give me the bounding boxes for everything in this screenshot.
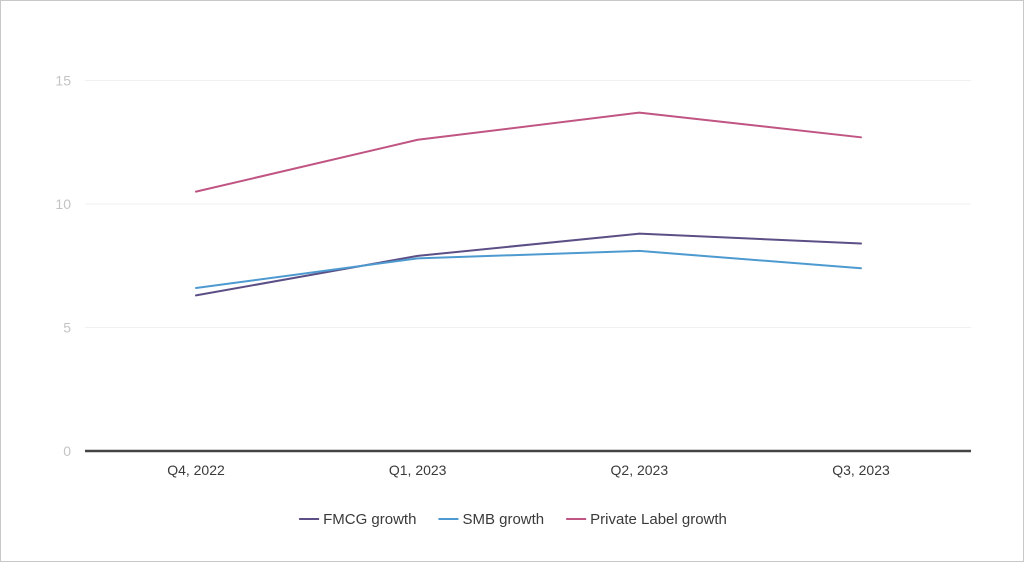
y-tick-label: 10 — [55, 196, 71, 212]
legend-item: FMCG growth — [299, 511, 416, 528]
legend-item: Private Label growth — [566, 511, 727, 528]
y-tick-label: 0 — [63, 443, 71, 459]
series-lines — [195, 111, 862, 297]
legend-item: SMB growth — [438, 511, 544, 528]
series-line — [195, 232, 862, 297]
legend-label: Private Label growth — [590, 511, 727, 528]
legend-label: SMB growth — [462, 511, 544, 528]
legend-label: FMCG growth — [323, 511, 416, 528]
y-tick-label: 15 — [55, 73, 71, 89]
grid-lines — [85, 80, 971, 453]
x-tick-label: Q1, 2023 — [389, 462, 447, 478]
y-tick-label: 5 — [63, 320, 71, 336]
series-line — [195, 111, 862, 193]
x-tick-label: Q2, 2023 — [611, 462, 669, 478]
y-axis-ticks: 0 5 10 15 — [55, 73, 71, 460]
x-axis-ticks: Q4, 2022 Q1, 2023 Q2, 2023 Q3, 2023 — [167, 462, 890, 478]
x-tick-label: Q4, 2022 — [167, 462, 225, 478]
legend: FMCG growth SMB growth Private Label growt… — [299, 511, 727, 528]
x-tick-label: Q3, 2023 — [832, 462, 890, 478]
series-line — [195, 249, 862, 289]
